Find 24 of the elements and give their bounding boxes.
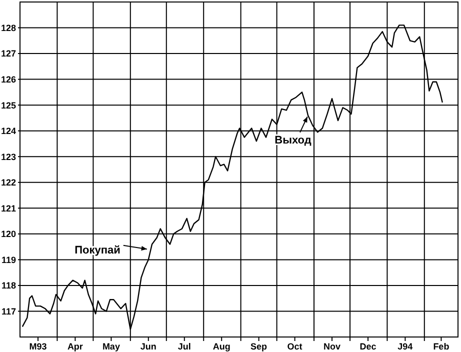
x-tick-label: Jul — [178, 341, 191, 352]
x-tick-label: May — [102, 341, 120, 352]
y-tick-label: 119 — [1, 254, 16, 265]
y-tick-label: 126 — [0, 74, 16, 85]
x-tick-label: Nov — [323, 341, 341, 352]
y-tick-label: 127 — [0, 48, 16, 59]
x-tick-label: Oct — [287, 341, 302, 352]
y-tick-label: 121 — [0, 203, 16, 214]
x-tick-label: Jun — [140, 341, 156, 352]
x-tick-label: Apr — [67, 341, 84, 352]
x-tick-label: M93 — [29, 341, 47, 352]
y-tick-label: 125 — [0, 100, 16, 110]
x-tick-label: Sep — [250, 341, 268, 352]
y-tick-label: 128 — [0, 22, 16, 33]
y-tick-label: 118 — [1, 280, 16, 291]
y-tick-label: 124 — [0, 126, 16, 136]
x-tick-label: Dec — [360, 341, 376, 352]
x-tick-label: J94 — [398, 341, 413, 352]
y-tick-label: 117 — [1, 306, 16, 316]
y-tick-label: 123 — [0, 152, 16, 162]
x-tick-label: Aug — [212, 341, 230, 352]
y-tick-label: 122 — [0, 178, 16, 188]
x-tick-label: Feb — [433, 341, 450, 352]
y-tick-label: 120 — [0, 229, 16, 240]
